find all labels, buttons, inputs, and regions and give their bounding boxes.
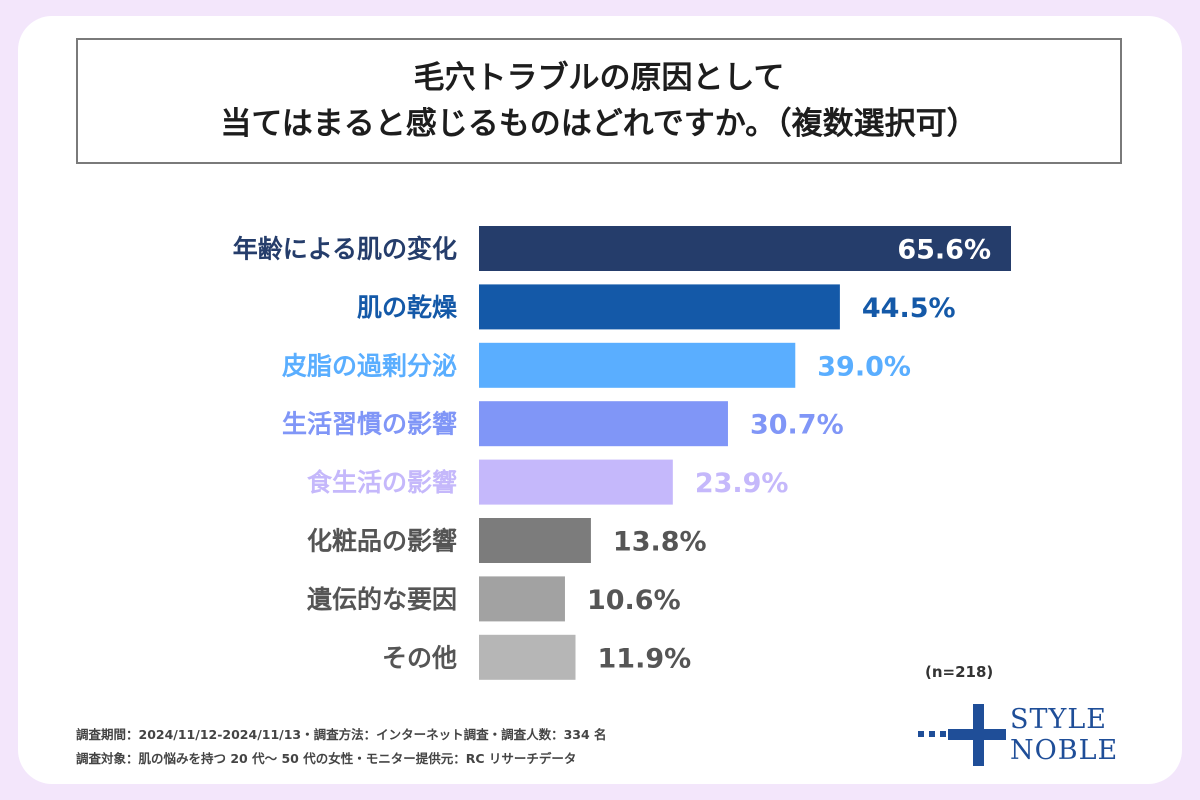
value-label-5: 23.9% [695, 468, 789, 499]
card-background [18, 16, 1182, 784]
category-label-6: 化粧品の影響 [307, 527, 457, 556]
category-label-3: 皮脂の過剰分泌 [282, 351, 457, 380]
question-title-box: 毛穴トラブルの原因として 当てはまると感じるものはどれですか。（複数選択可） [76, 38, 1122, 164]
bar-7 [479, 576, 565, 622]
logo-dots [918, 731, 946, 737]
footnote-survey-method: 調査期間：2024/11/12-2024/11/13・調査方法：インターネット調… [76, 727, 607, 742]
bar-8 [479, 634, 576, 680]
sample-size-note: (n=218) [925, 663, 994, 681]
value-label-6: 13.8% [613, 527, 707, 558]
logo-text: STYLE NOBLE [1010, 704, 1119, 766]
category-label-7: 遺伝的な要因 [307, 585, 457, 614]
value-label-1: 65.6% [897, 235, 991, 266]
value-label-7: 10.6% [587, 585, 681, 616]
category-label-1: 年齢による肌の変化 [233, 235, 457, 264]
category-label-4: 生活習慣の影響 [282, 410, 457, 439]
footnote-survey-target: 調査対象：肌の悩みを持つ 20 代〜 50 代の女性・モニター提供元：RC リサ… [76, 751, 577, 766]
value-label-4: 30.7% [750, 410, 844, 441]
title-line-2: 当てはまると感じるものはどれですか。（複数選択可） [220, 106, 978, 142]
bar-4 [479, 401, 728, 447]
bar-2 [479, 284, 840, 330]
bar-6 [479, 518, 591, 563]
category-label-5: 食生活の影響 [307, 468, 457, 497]
category-label-8: その他 [382, 643, 457, 672]
style-noble-logo: STYLE NOBLE [918, 704, 1130, 766]
bar-1 [479, 226, 1011, 271]
bar-3 [479, 342, 796, 388]
bar-5 [479, 459, 673, 505]
category-label-2: 肌の乾燥 [357, 293, 458, 322]
value-label-8: 11.9% [598, 643, 692, 674]
value-label-2: 44.5% [862, 293, 956, 324]
value-label-3: 39.0% [817, 351, 911, 382]
title-line-1: 毛穴トラブルの原因として [413, 60, 785, 96]
